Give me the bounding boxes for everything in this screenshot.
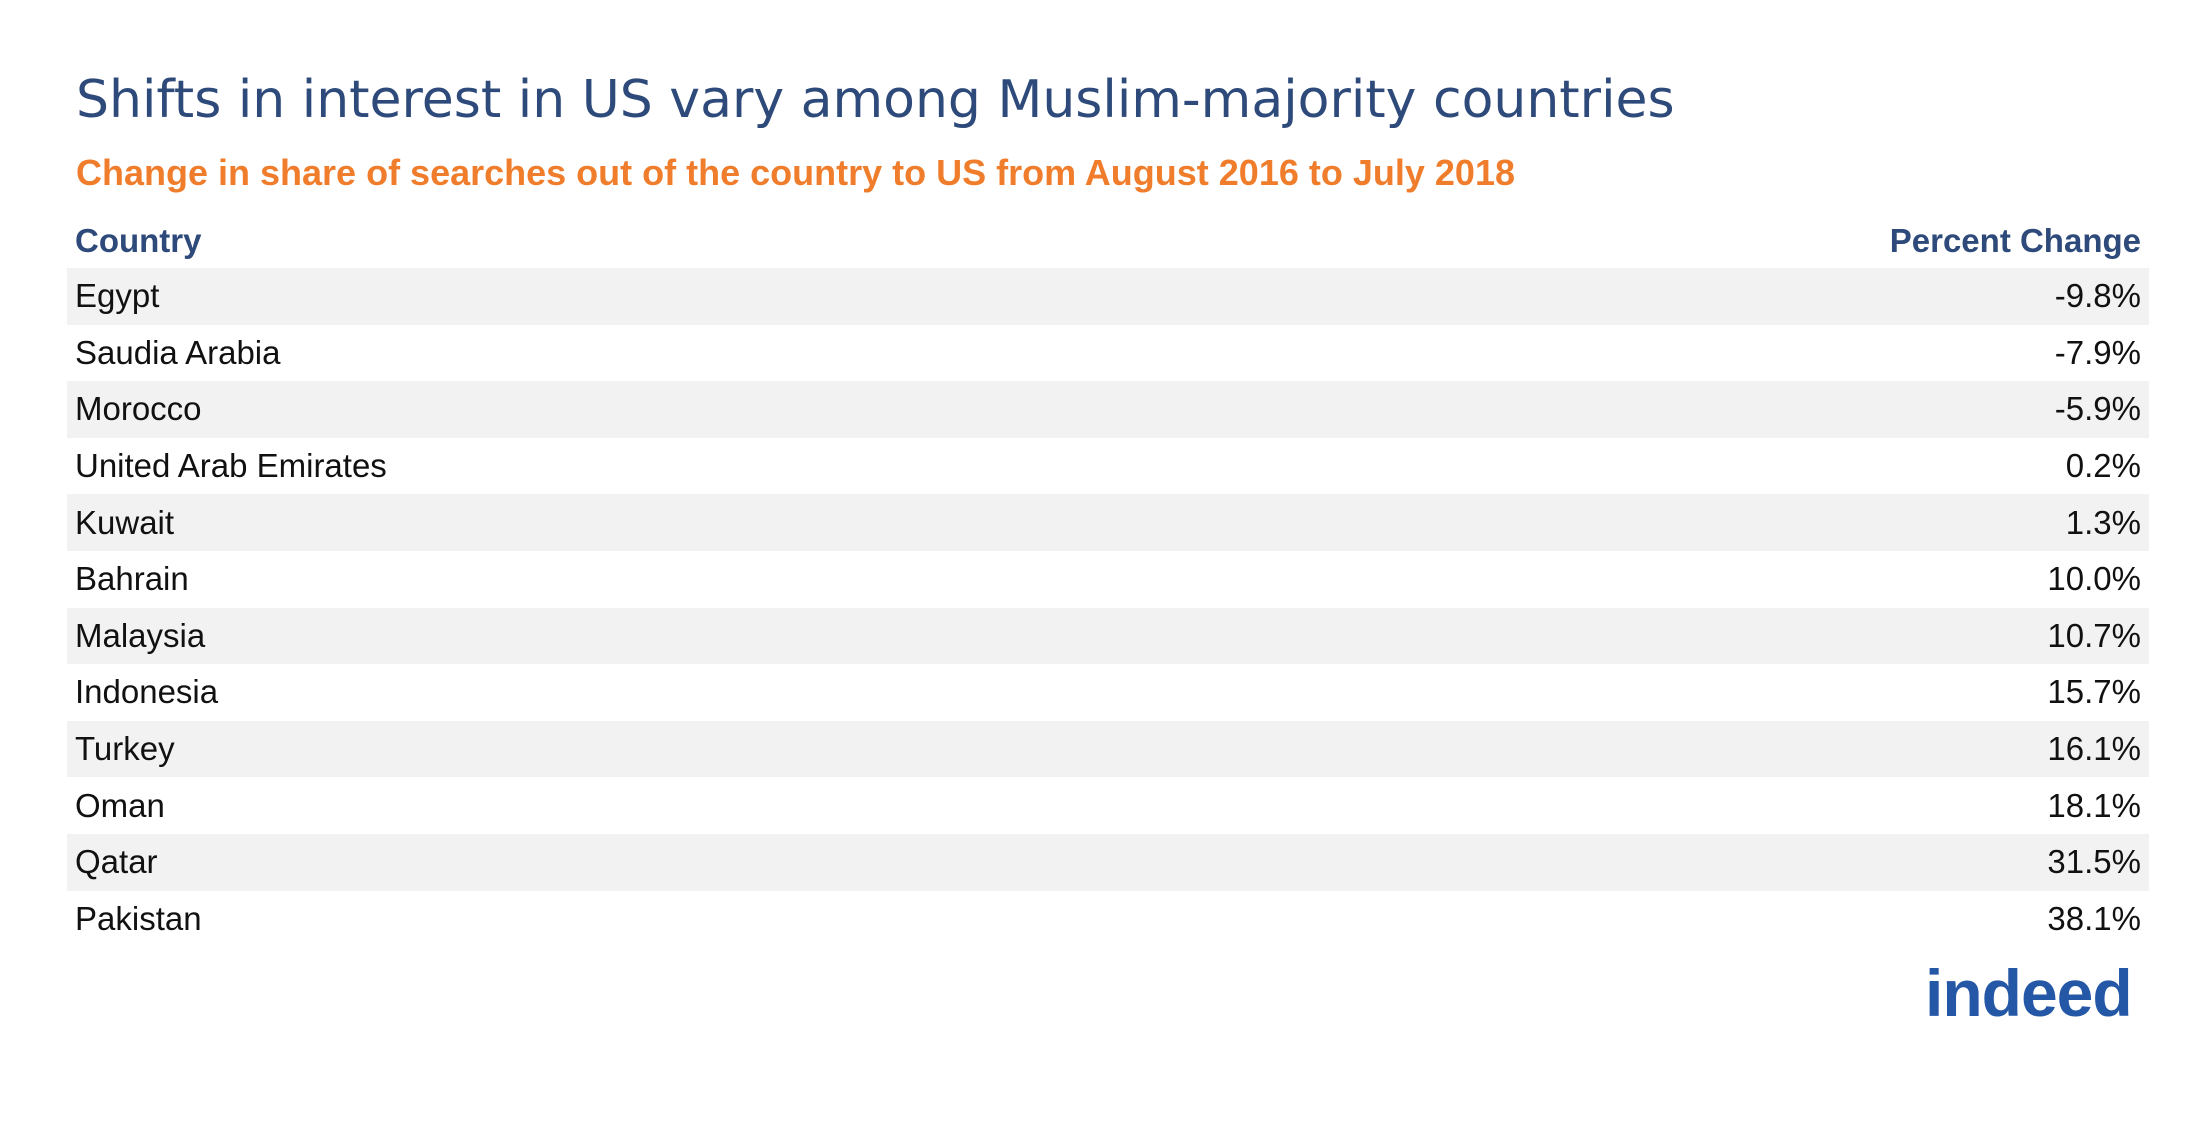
table-row: Saudia Arabia -7.9% [67, 325, 2149, 382]
table-row: Indonesia 15.7% [67, 664, 2149, 721]
table-row: Turkey 16.1% [67, 720, 2149, 778]
percent-cell: 1.3% [2065, 503, 2141, 541]
country-cell: Egypt [75, 277, 160, 315]
column-header: Percent Change [1889, 222, 2141, 259]
percent-cell: 0.2% [2065, 447, 2141, 485]
subtitle: Change in share of searches out of the c… [76, 152, 1515, 193]
percent-cell: 16.1% [2047, 730, 2141, 768]
table-row: Morocco -5.9% [67, 381, 2149, 438]
percent-cell: 10.7% [2047, 616, 2141, 654]
country-cell: Kuwait [75, 503, 175, 541]
percent-cell: 10.0% [2047, 560, 2141, 598]
percent-cell: -9.8% [2054, 277, 2141, 315]
percent-cell: 15.7% [2047, 673, 2141, 711]
country-cell: Pakistan [75, 899, 202, 937]
country-cell: Turkey [75, 730, 175, 768]
column-header: Country [75, 222, 202, 259]
table-row: Egypt -9.8% [67, 268, 2149, 325]
title: Shifts in interest in US vary among Musl… [76, 70, 1675, 130]
table-header: Country Percent Change [67, 214, 2149, 268]
percent-cell: 38.1% [2047, 899, 2141, 937]
table: Country Percent Change Egypt -9.8% Saudia … [67, 214, 2149, 947]
percent-cell: -7.9% [2054, 333, 2141, 371]
country-cell: Qatar [75, 843, 158, 881]
table-row: Qatar 31.5% [67, 833, 2149, 891]
table-row: Malaysia 10.7% [67, 607, 2149, 665]
country-cell: Indonesia [75, 673, 219, 711]
percent-cell: 31.5% [2047, 843, 2141, 881]
country-cell: Malaysia [75, 616, 206, 654]
table-row: Oman 18.1% [67, 777, 2149, 834]
table-row: Kuwait 1.3% [67, 494, 2149, 551]
country-cell: Morocco [75, 390, 202, 428]
percent-cell: -5.9% [2054, 390, 2141, 428]
table-row: Bahrain 10.0% [67, 551, 2149, 608]
country-cell: Bahrain [75, 560, 189, 598]
table-row: United Arab Emirates 0.2% [67, 438, 2149, 495]
percent-cell: 18.1% [2047, 786, 2141, 824]
country-cell: United Arab Emirates [75, 447, 387, 485]
country-cell: Saudia Arabia [75, 333, 281, 371]
country-cell: Oman [75, 786, 165, 824]
table-row: Pakistan 38.1% [67, 891, 2149, 948]
logo: indeed [1925, 956, 2133, 1030]
